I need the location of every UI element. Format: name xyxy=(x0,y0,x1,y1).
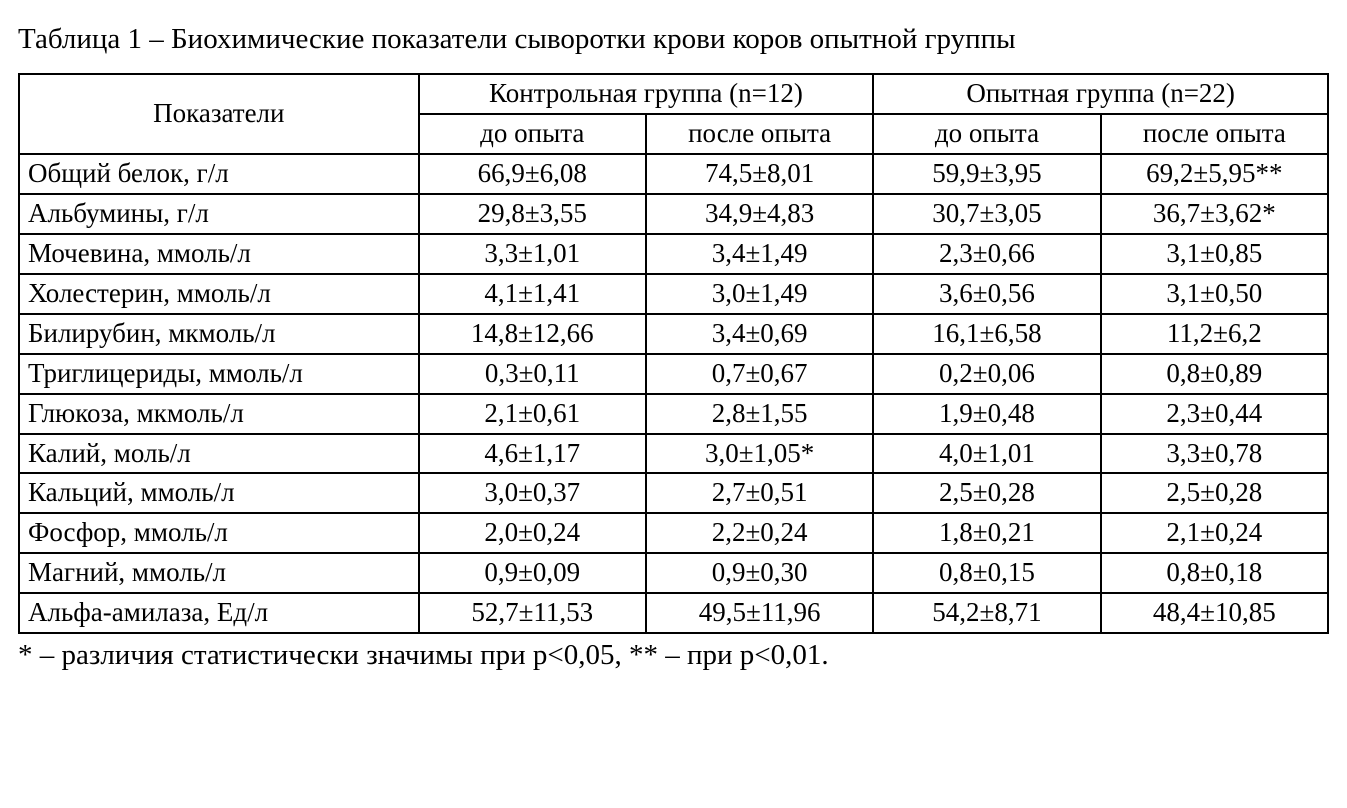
value-cell: 4,6±1,17 xyxy=(419,434,646,474)
table-row: Магний, ммоль/л0,9±0,090,9±0,300,8±0,150… xyxy=(19,553,1328,593)
value-cell: 66,9±6,08 xyxy=(419,154,646,194)
value-cell: 0,8±0,15 xyxy=(873,553,1100,593)
col-header-control-group: Контрольная группа (n=12) xyxy=(419,74,874,114)
biochemistry-table: Показатели Контрольная группа (n=12) Опы… xyxy=(18,73,1329,634)
value-cell: 69,2±5,95** xyxy=(1101,154,1328,194)
indicator-label: Глюкоза, мкмоль/л xyxy=(19,394,419,434)
value-cell: 3,1±0,85 xyxy=(1101,234,1328,274)
table-row: Общий белок, г/л66,9±6,0874,5±8,0159,9±3… xyxy=(19,154,1328,194)
value-cell: 54,2±8,71 xyxy=(873,593,1100,633)
value-cell: 74,5±8,01 xyxy=(646,154,873,194)
indicator-label: Фосфор, ммоль/л xyxy=(19,513,419,553)
value-cell: 36,7±3,62* xyxy=(1101,194,1328,234)
value-cell: 3,3±1,01 xyxy=(419,234,646,274)
value-cell: 2,3±0,44 xyxy=(1101,394,1328,434)
value-cell: 2,5±0,28 xyxy=(1101,473,1328,513)
value-cell: 2,5±0,28 xyxy=(873,473,1100,513)
value-cell: 3,3±0,78 xyxy=(1101,434,1328,474)
value-cell: 2,3±0,66 xyxy=(873,234,1100,274)
value-cell: 3,1±0,50 xyxy=(1101,274,1328,314)
col-header-control-before: до опыта xyxy=(419,114,646,154)
indicator-label: Общий белок, г/л xyxy=(19,154,419,194)
value-cell: 3,6±0,56 xyxy=(873,274,1100,314)
value-cell: 2,8±1,55 xyxy=(646,394,873,434)
table-row: Билирубин, мкмоль/л14,8±12,663,4±0,6916,… xyxy=(19,314,1328,354)
table-footnote: * – различия статистически значимы при p… xyxy=(18,636,1329,675)
col-header-experimental-before: до опыта xyxy=(873,114,1100,154)
value-cell: 14,8±12,66 xyxy=(419,314,646,354)
value-cell: 59,9±3,95 xyxy=(873,154,1100,194)
col-header-experimental-after: после опыта xyxy=(1101,114,1328,154)
indicator-label: Триглицериды, ммоль/л xyxy=(19,354,419,394)
indicator-label: Билирубин, мкмоль/л xyxy=(19,314,419,354)
value-cell: 11,2±6,2 xyxy=(1101,314,1328,354)
table-row: Альбумины, г/л29,8±3,5534,9±4,8330,7±3,0… xyxy=(19,194,1328,234)
value-cell: 0,8±0,18 xyxy=(1101,553,1328,593)
indicator-label: Кальций, ммоль/л xyxy=(19,473,419,513)
value-cell: 3,4±0,69 xyxy=(646,314,873,354)
value-cell: 52,7±11,53 xyxy=(419,593,646,633)
value-cell: 2,0±0,24 xyxy=(419,513,646,553)
table-row: Триглицериды, ммоль/л0,3±0,110,7±0,670,2… xyxy=(19,354,1328,394)
table-row: Калий, моль/л4,6±1,173,0±1,05*4,0±1,013,… xyxy=(19,434,1328,474)
table-row: Мочевина, ммоль/л3,3±1,013,4±1,492,3±0,6… xyxy=(19,234,1328,274)
indicator-label: Альбумины, г/л xyxy=(19,194,419,234)
value-cell: 0,9±0,09 xyxy=(419,553,646,593)
value-cell: 3,0±0,37 xyxy=(419,473,646,513)
value-cell: 2,1±0,61 xyxy=(419,394,646,434)
table-row: Глюкоза, мкмоль/л2,1±0,612,8±1,551,9±0,4… xyxy=(19,394,1328,434)
indicator-label: Магний, ммоль/л xyxy=(19,553,419,593)
col-header-experimental-group: Опытная группа (n=22) xyxy=(873,74,1328,114)
table-row: Альфа-амилаза, Ед/л52,7±11,5349,5±11,965… xyxy=(19,593,1328,633)
value-cell: 16,1±6,58 xyxy=(873,314,1100,354)
table-row: Фосфор, ммоль/л2,0±0,242,2±0,241,8±0,212… xyxy=(19,513,1328,553)
indicator-label: Мочевина, ммоль/л xyxy=(19,234,419,274)
value-cell: 48,4±10,85 xyxy=(1101,593,1328,633)
value-cell: 30,7±3,05 xyxy=(873,194,1100,234)
value-cell: 4,1±1,41 xyxy=(419,274,646,314)
value-cell: 0,8±0,89 xyxy=(1101,354,1328,394)
value-cell: 2,2±0,24 xyxy=(646,513,873,553)
value-cell: 2,7±0,51 xyxy=(646,473,873,513)
value-cell: 3,4±1,49 xyxy=(646,234,873,274)
value-cell: 4,0±1,01 xyxy=(873,434,1100,474)
value-cell: 0,3±0,11 xyxy=(419,354,646,394)
col-header-indicators: Показатели xyxy=(19,74,419,154)
value-cell: 34,9±4,83 xyxy=(646,194,873,234)
page: Таблица 1 – Биохимические показатели сыв… xyxy=(0,0,1347,695)
value-cell: 2,1±0,24 xyxy=(1101,513,1328,553)
indicator-label: Холестерин, ммоль/л xyxy=(19,274,419,314)
value-cell: 1,8±0,21 xyxy=(873,513,1100,553)
value-cell: 0,2±0,06 xyxy=(873,354,1100,394)
table-row: Кальций, ммоль/л3,0±0,372,7±0,512,5±0,28… xyxy=(19,473,1328,513)
indicator-label: Калий, моль/л xyxy=(19,434,419,474)
value-cell: 3,0±1,05* xyxy=(646,434,873,474)
value-cell: 0,7±0,67 xyxy=(646,354,873,394)
indicator-label: Альфа-амилаза, Ед/л xyxy=(19,593,419,633)
table-caption: Таблица 1 – Биохимические показатели сыв… xyxy=(18,12,1329,67)
table-row: Холестерин, ммоль/л4,1±1,413,0±1,493,6±0… xyxy=(19,274,1328,314)
value-cell: 0,9±0,30 xyxy=(646,553,873,593)
table-header: Показатели Контрольная группа (n=12) Опы… xyxy=(19,74,1328,154)
value-cell: 29,8±3,55 xyxy=(419,194,646,234)
value-cell: 49,5±11,96 xyxy=(646,593,873,633)
col-header-control-after: после опыта xyxy=(646,114,873,154)
value-cell: 1,9±0,48 xyxy=(873,394,1100,434)
value-cell: 3,0±1,49 xyxy=(646,274,873,314)
table-body: Общий белок, г/л66,9±6,0874,5±8,0159,9±3… xyxy=(19,154,1328,633)
